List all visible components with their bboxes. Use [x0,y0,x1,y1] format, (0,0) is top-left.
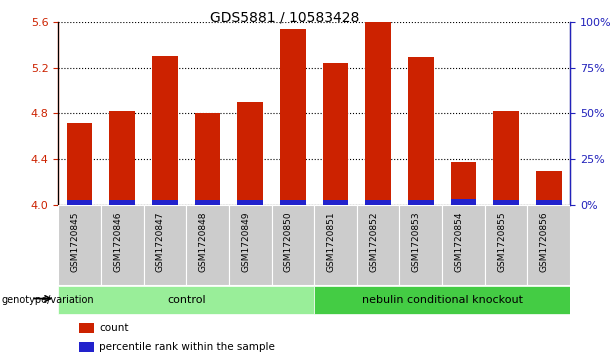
Bar [536,171,562,205]
Bar [109,111,135,205]
Bar [493,200,519,205]
Text: count: count [99,323,129,333]
Bar [493,111,519,205]
Text: GSM1720845: GSM1720845 [70,212,80,272]
Bar [67,123,93,205]
Text: genotype/variation: genotype/variation [1,295,94,305]
Text: GSM1720848: GSM1720848 [199,212,208,272]
Text: GSM1720851: GSM1720851 [327,212,335,272]
Bar [280,29,306,205]
Bar [365,22,391,205]
Bar [357,205,400,285]
Text: nebulin conditional knockout: nebulin conditional knockout [362,295,523,305]
Bar [152,56,178,205]
Text: control: control [167,295,205,305]
Bar [322,200,348,205]
Bar [527,205,570,285]
Bar [58,286,314,314]
Text: GSM1720850: GSM1720850 [284,212,293,272]
Bar [195,113,220,205]
Text: GSM1720847: GSM1720847 [156,212,165,272]
Bar [101,205,143,285]
Bar [78,342,94,352]
Text: GSM1720856: GSM1720856 [540,212,549,272]
Bar [485,205,527,285]
Text: GSM1720855: GSM1720855 [497,212,506,272]
Bar [400,205,442,285]
Bar [152,200,178,205]
Bar [78,323,94,333]
Bar [365,200,391,205]
Text: GSM1720849: GSM1720849 [241,212,250,272]
Bar [272,205,314,285]
Bar [195,200,220,205]
Bar [229,205,272,285]
Bar [237,200,263,205]
Bar [442,205,485,285]
Bar [280,200,306,205]
Text: GSM1720852: GSM1720852 [369,212,378,272]
Bar [67,200,93,205]
Bar [186,205,229,285]
Text: GSM1720846: GSM1720846 [113,212,122,272]
Text: GDS5881 / 10583428: GDS5881 / 10583428 [210,11,360,25]
Bar [109,200,135,205]
Bar [451,162,476,205]
Text: GSM1720853: GSM1720853 [412,212,421,272]
Text: GSM1720854: GSM1720854 [454,212,463,272]
Bar [451,199,476,205]
Bar [314,205,357,285]
Bar [58,205,101,285]
Text: percentile rank within the sample: percentile rank within the sample [99,342,275,352]
Bar [536,200,562,205]
Bar [408,200,433,205]
Bar [314,286,570,314]
Bar [143,205,186,285]
Bar [237,102,263,205]
Bar [408,57,433,205]
Bar [322,63,348,205]
